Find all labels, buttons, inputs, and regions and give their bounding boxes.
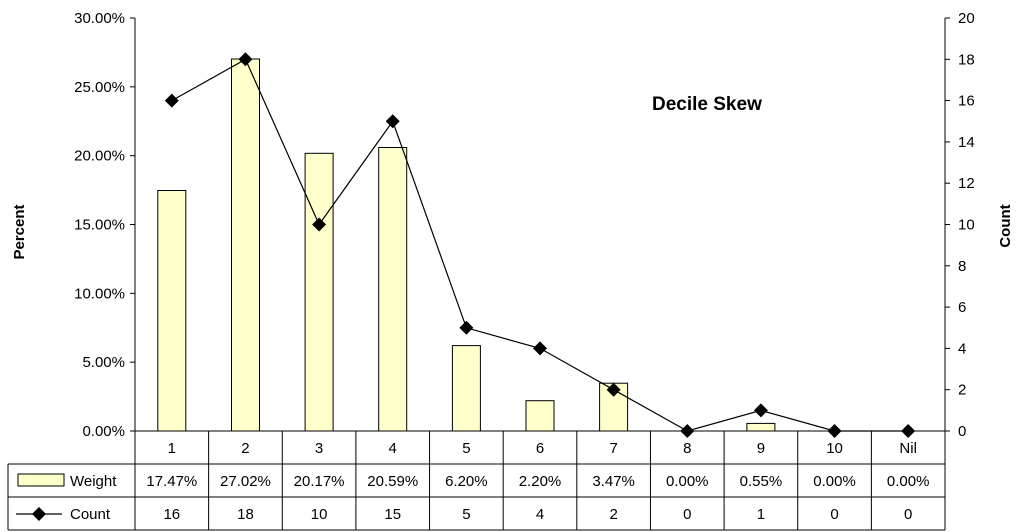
y-axis-title: Percent [11,204,28,259]
count-cell: 4 [536,506,544,523]
y2-tick-label: 12 [958,175,975,192]
weight-cell: 20.59% [367,473,418,490]
count-cell: 0 [830,506,838,523]
count-cell: 2 [609,506,617,523]
count-line [171,58,909,432]
x-category-label: 3 [315,440,323,457]
weight-cell: 0.00% [666,473,709,490]
x-category-label: 4 [389,440,397,457]
count-cell: 16 [163,506,180,523]
chart-title: Decile Skew [652,94,762,115]
x-category-label: 5 [462,440,470,457]
y-tick-label: 20.00% [74,148,125,165]
weight-cell: 20.17% [294,473,345,490]
count-cell: 10 [311,506,328,523]
y2-tick-label: 18 [958,51,975,68]
line-layer [164,52,916,438]
x-category-label: 7 [609,440,617,457]
y2-axis-title: Count [997,204,1014,247]
y2-tick-label: 14 [958,134,975,151]
count-marker-9 [753,403,768,418]
y-tick-label: 25.00% [74,79,125,96]
y-tick-label: 10.00% [74,285,125,302]
bar-4 [378,147,408,432]
count-cell: 1 [757,506,765,523]
count-cell: 15 [384,506,401,523]
y-tick-label: 5.00% [82,354,125,371]
bar-2 [231,58,260,432]
x-category-label: 2 [241,440,249,457]
bar-1 [157,190,187,432]
y-tick-label: 15.00% [74,217,125,234]
weight-cell: 2.20% [519,473,562,490]
y2-tick-label: 6 [958,299,966,316]
count-marker-6 [533,341,547,356]
count-cell: 0 [683,506,691,523]
y2-tick-label: 2 [958,382,966,399]
legend-weight-swatch [17,473,65,487]
count-marker-5 [459,320,474,335]
count-cell: 0 [904,506,912,523]
count-marker-1 [164,93,179,108]
count-cell: 18 [237,506,254,523]
bar-3 [304,152,334,432]
weight-cell: 6.20% [445,473,488,490]
legend-weight-label: Weight [70,473,117,490]
weight-cell: 3.47% [592,473,635,490]
y2-tick-label: 10 [958,217,975,234]
y2-tick-label: 16 [958,93,975,110]
weight-cell: 0.55% [740,473,783,490]
weight-cell: 27.02% [220,473,271,490]
bar-6 [525,400,555,432]
legend-count-marker [32,507,46,521]
x-category-label: 6 [536,440,544,457]
x-category-label: 9 [757,440,765,457]
x-category-label: 1 [168,440,176,457]
bar-9 [746,422,776,432]
count-marker-2 [238,52,253,67]
y-tick-label: 30.00% [74,10,125,27]
x-category-label: 10 [826,440,843,457]
bars-layer [157,58,776,432]
y2-tick-label: 0 [958,423,966,440]
weight-cell: 0.00% [887,473,930,490]
weight-cell: 0.00% [813,473,856,490]
y2-tick-label: 8 [958,258,966,275]
weight-cell: 17.47% [146,473,197,490]
count-marker-4 [385,114,400,129]
y2-tick-label: 20 [958,10,975,27]
count-marker-7 [606,382,621,397]
x-category-label: Nil [899,440,917,457]
legend-count-label: Count [70,506,111,523]
bar-5 [451,345,481,432]
x-category-label: 8 [683,440,691,457]
y2-tick-label: 4 [958,340,966,357]
axes-layer: 0.00% 5.00% 10.00% 15.00% 20.00% 25.00% 30.00%… [74,10,975,440]
count-cell: 5 [462,506,470,523]
count-marker-3 [312,217,327,232]
y-tick-label: 0.00% [82,423,125,440]
